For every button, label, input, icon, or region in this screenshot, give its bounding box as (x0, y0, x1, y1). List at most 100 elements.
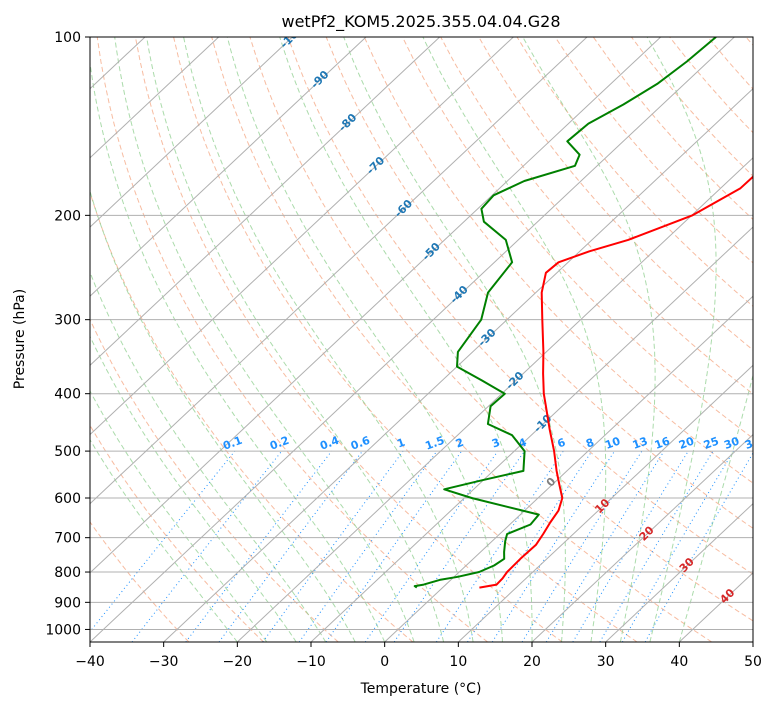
mixing-ratio-line (364, 450, 499, 642)
isotherm-line (310, 226, 753, 642)
moist-adiabat-line (343, 37, 566, 642)
mixing-ratio-line (599, 450, 714, 642)
isotherm-line (384, 295, 753, 642)
dry-adiabat-line (90, 318, 339, 642)
mixing-ratio-label: 10 (603, 434, 622, 452)
isotherm-line (90, 37, 293, 228)
isotherm-line (90, 37, 735, 642)
mixing-ratio-line (262, 450, 404, 642)
isotherm-line (678, 572, 753, 642)
dry-adiabat-line (669, 37, 753, 134)
mixing-ratio-label: 4 (517, 436, 529, 451)
dry-adiabat-line (90, 424, 264, 642)
mixing-ratio-label: 6 (556, 436, 568, 451)
mixing-ratio-line (572, 450, 689, 642)
background-lines (0, 37, 753, 642)
mixing-ratio-label: 8 (584, 436, 596, 451)
mixing-ratio-label: 30 (722, 434, 741, 452)
mixing-ratio-line (435, 450, 564, 642)
x-tick-label: 20 (523, 654, 541, 670)
dry-adiabat-line (90, 521, 190, 642)
y-tick-label: 100 (54, 30, 81, 46)
moist-adiabat-line (183, 37, 474, 642)
y-tick-label: 800 (54, 565, 81, 581)
isotherm-line (163, 87, 753, 642)
mixing-ratio-label: 1.5 (423, 434, 446, 453)
isotherm-line (0, 37, 71, 642)
y-tick-label: 1000 (45, 622, 81, 638)
profile-lines (413, 37, 753, 589)
dry-adiabat-line (440, 37, 753, 395)
isotherm-line (90, 37, 367, 297)
y-tick-label: 300 (54, 313, 81, 329)
x-tick-label: −40 (75, 654, 105, 670)
y-axis-ticks: 100 200 300 400 500 600 700 800 900 1000 (45, 30, 90, 638)
dry-adiabat-line (173, 37, 638, 642)
y-tick-label: 900 (54, 595, 81, 611)
dry-adiabat-line (287, 37, 753, 575)
isotherm-line (605, 502, 753, 642)
mixing-ratio-line (218, 450, 363, 642)
x-axis-ticks: −40 −30 −20 −10 0 10 20 30 40 50 (75, 642, 762, 670)
x-tick-label: 40 (670, 654, 688, 670)
mixing-ratio-label: 20 (677, 434, 696, 452)
mixing-ratio-line (467, 450, 593, 642)
moist-adiabat-line (646, 37, 717, 642)
x-tick-label: 10 (449, 654, 467, 670)
background-line-labels: -100-90-80-70-60-50-40-30-20-10010203040… (221, 37, 762, 606)
moist-adiabat-line (522, 37, 656, 642)
mixing-ratio-line (90, 450, 236, 633)
temperature-profile (479, 175, 753, 589)
x-tick-label: 30 (597, 654, 615, 670)
mixing-ratio-line (521, 450, 643, 642)
dry-adiabat-line (707, 37, 753, 90)
moist-adiabat-line (90, 438, 238, 642)
moist-adiabat-line (678, 373, 753, 642)
moist-adiabat-line (422, 37, 607, 642)
moist-adiabat-line (90, 335, 297, 642)
x-tick-label: 50 (744, 654, 762, 670)
isotherm-line (752, 641, 753, 642)
dewpoint-profile (413, 37, 717, 589)
mixing-ratio-label: 0.2 (268, 434, 291, 453)
x-tick-label: −10 (296, 654, 326, 670)
isotherm-line (531, 433, 753, 642)
freezing-level-label: 0 (544, 475, 559, 490)
mixing-ratio-line (325, 450, 463, 642)
moist-adiabat-line (90, 59, 386, 642)
isotherm-line (236, 157, 753, 642)
isotherm-line (457, 364, 753, 642)
moist-adiabat-line (90, 390, 268, 642)
dry-adiabat-line (325, 37, 753, 529)
moist-adiabat-line (90, 189, 356, 642)
isotherm-line (90, 37, 514, 436)
chart-title: wetPf2_KOM5.2025.355.04.04.G28 (281, 12, 560, 32)
moist-adiabat-line (226, 37, 503, 642)
x-tick-label: 0 (380, 654, 389, 670)
mixing-ratio-label: 0.4 (318, 434, 341, 453)
mixing-ratio-label: 13 (631, 434, 650, 451)
moist-adiabat-line (90, 270, 327, 642)
y-tick-label: 400 (54, 387, 81, 403)
mixing-ratio-line (298, 450, 438, 642)
isotherm-line (90, 37, 220, 159)
x-tick-label: −20 (223, 654, 253, 670)
mixing-ratio-line (644, 452, 753, 642)
mixing-ratio-label: 36 (743, 434, 762, 452)
mixing-ratio-label: 0.6 (349, 434, 372, 453)
dry-adiabat-line (96, 37, 488, 642)
mixing-ratio-line (621, 450, 734, 642)
isotherm-line (90, 37, 441, 367)
moist-adiabat-line (146, 37, 445, 642)
dry-adiabat-line (249, 37, 753, 622)
moist-adiabat-line (279, 37, 533, 642)
mixing-ratio-label: 2 (454, 436, 466, 451)
y-axis-label: Pressure (hPa) (12, 289, 28, 389)
isotherm-line (90, 37, 588, 505)
x-tick-label: −30 (149, 654, 179, 670)
y-tick-label: 200 (54, 208, 81, 224)
mixing-ratio-label: 25 (702, 434, 721, 451)
dry-adiabat-line (134, 37, 563, 642)
dry-adiabat-line (363, 37, 753, 484)
mixing-ratio-label: 1 (395, 436, 407, 451)
